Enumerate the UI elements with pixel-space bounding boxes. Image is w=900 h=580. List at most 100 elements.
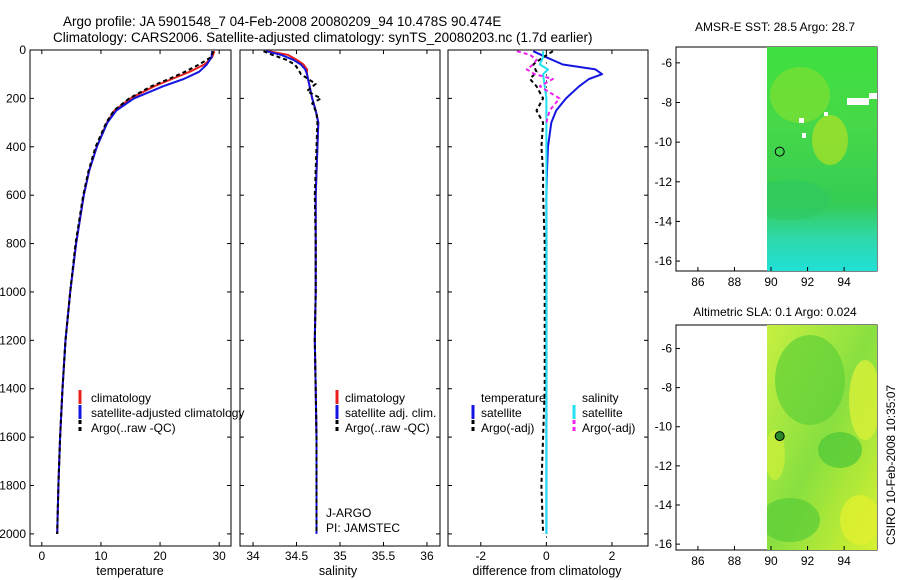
title-line-1: Argo profile: JA 5901548_7 04-Feb-2008 2…	[63, 14, 501, 29]
legend-label-temp-satellite: satellite	[481, 406, 522, 420]
map-y-tick-label: -16	[655, 254, 673, 268]
sla-low-patch	[767, 498, 820, 542]
sla-map-title: Altimetric SLA: 0.1 Argo: 0.024	[693, 305, 857, 319]
x-tick-label: 35	[333, 549, 347, 563]
series-temperature-argo-adj	[529, 50, 554, 534]
legend-label-satellite: satellite adj. clim.	[345, 406, 436, 420]
sst-warm-patch	[770, 67, 830, 123]
map-y-tick-label: -10	[655, 420, 673, 434]
sst-argo-location-marker	[774, 146, 785, 157]
x-tick-label: 10	[94, 549, 108, 563]
legend-label-sal-argo: Argo(-adj)	[582, 421, 635, 435]
sst-missing-cell	[847, 98, 869, 105]
y-tick-label: 1000	[0, 285, 26, 299]
map-x-tick-label: 90	[764, 554, 778, 568]
sla-high-patch	[849, 360, 877, 440]
sst-map-title: AMSR-E SST: 28.5 Argo: 28.7	[695, 20, 855, 34]
legend-label-climatology: climatology	[91, 391, 151, 405]
map-x-tick-label: 86	[691, 554, 705, 568]
map-y-tick-label: -6	[661, 56, 672, 70]
map-y-tick-label: -8	[661, 96, 672, 110]
y-tick-label: 1600	[0, 430, 26, 444]
temperature-legend: climatology satellite-adjusted climatolo…	[78, 390, 244, 435]
salinity-panel: 34 34.5 35 35.5 36 salinity climatology sate…	[239, 49, 441, 578]
map-x-tick-label: 90	[764, 275, 778, 289]
sla-low-patch	[818, 432, 862, 468]
series-argo-raw-qc	[56, 50, 215, 534]
map-y-tick-label: -16	[655, 537, 673, 551]
legend-label-argo: Argo(..raw -QC)	[91, 421, 176, 435]
y-tick-label: 600	[6, 188, 26, 202]
title-line-2: Climatology: CARS2006. Satellite-adjuste…	[53, 30, 593, 45]
temperature-panel: 0 10 20 30 0 200 400 600 800 1000 1200 1400 1600 1800…	[0, 43, 244, 578]
x-tick-label: 34.5	[285, 549, 309, 563]
legend-header-salinity: salinity	[582, 391, 619, 405]
map-y-tick-label: -14	[655, 498, 673, 512]
temperature-axes-frame	[29, 49, 232, 547]
sla-argo-location-marker	[774, 431, 785, 442]
map-x-tick-label: 92	[801, 275, 815, 289]
map-y-tick-label: -12	[655, 175, 673, 189]
map-y-tick-label: -10	[655, 135, 673, 149]
series-satellite-adjusted-climatology	[56, 51, 214, 534]
sst-missing-cell	[802, 133, 806, 138]
sla-high-patch	[767, 430, 785, 480]
y-tick-label: 0	[19, 43, 26, 57]
y-tick-label: 1200	[0, 333, 26, 347]
sst-missing-cell	[869, 93, 877, 99]
series-salinity-argo-adj	[516, 50, 561, 123]
map-x-tick-label: 86	[691, 275, 705, 289]
sla-heatmap	[767, 325, 877, 550]
difference-xlabel: difference from climatology	[472, 564, 622, 578]
x-tick-label: 34	[246, 549, 260, 563]
map-y-tick-label: -6	[661, 341, 672, 355]
map-x-tick-label: 94	[837, 275, 851, 289]
difference-panel: -2 0 2 difference from climatology tempera…	[447, 49, 649, 578]
salinity-legend: climatology satellite adj. clim. Argo(..…	[335, 390, 436, 435]
difference-legend: temperature salinity satellite Argo(-adj…	[471, 391, 635, 435]
series-salinity-satellite	[538, 51, 549, 534]
sla-high-patch	[840, 495, 877, 545]
salinity-xlabel: salinity	[319, 564, 358, 578]
salinity-annotation-pi: PI: JAMSTEC	[326, 521, 400, 535]
legend-label-temp-argo: Argo(-adj)	[481, 421, 534, 435]
x-tick-label: 30	[212, 549, 226, 563]
series-climatology	[56, 50, 216, 534]
y-tick-label: 2000	[0, 527, 26, 541]
map-y-tick-label: -14	[655, 214, 673, 228]
sst-cool-patch	[767, 180, 830, 220]
x-tick-label: 36	[420, 549, 434, 563]
sst-heatmap	[767, 47, 877, 271]
salinity-axes-frame	[239, 49, 441, 547]
x-tick-label: 20	[153, 549, 167, 563]
sla-low-patch	[775, 335, 845, 425]
temperature-xlabel: temperature	[96, 564, 163, 578]
y-tick-label: 400	[6, 140, 26, 154]
sst-map-panel: AMSR-E SST: 28.5 Argo: 28.7 86 88 90 92 94 -6…	[655, 20, 878, 289]
salinity-annotation-program: J-ARGO	[326, 506, 371, 520]
series-climatology	[268, 50, 320, 534]
map-x-tick-label: 92	[801, 554, 815, 568]
legend-label-satellite: satellite-adjusted climatology	[91, 406, 244, 420]
map-y-tick-label: -12	[655, 459, 673, 473]
sst-missing-cell	[824, 112, 828, 116]
y-tick-label: 1400	[0, 382, 26, 396]
map-x-tick-label: 88	[728, 275, 742, 289]
sla-map-panel: Altimetric SLA: 0.1 Argo: 0.024 86 88 90 92…	[655, 305, 878, 568]
legend-header-temperature: temperature	[481, 391, 546, 405]
x-tick-label: 35.5	[372, 549, 396, 563]
map-x-tick-label: 88	[728, 554, 742, 568]
x-tick-label: 0	[543, 549, 550, 563]
x-tick-label: -2	[475, 549, 486, 563]
x-tick-label: 0	[38, 549, 45, 563]
x-tick-label: 2	[609, 549, 616, 563]
side-label: CSIRO 10-Feb-2008 10:35:07	[884, 385, 898, 545]
sst-warm-patch	[812, 115, 848, 165]
y-tick-label: 800	[6, 237, 26, 251]
sst-missing-cell	[799, 118, 804, 123]
legend-label-climatology: climatology	[345, 391, 405, 405]
series-argo-raw-qc	[263, 50, 322, 534]
map-x-tick-label: 94	[837, 554, 851, 568]
map-y-tick-label: -8	[661, 381, 672, 395]
